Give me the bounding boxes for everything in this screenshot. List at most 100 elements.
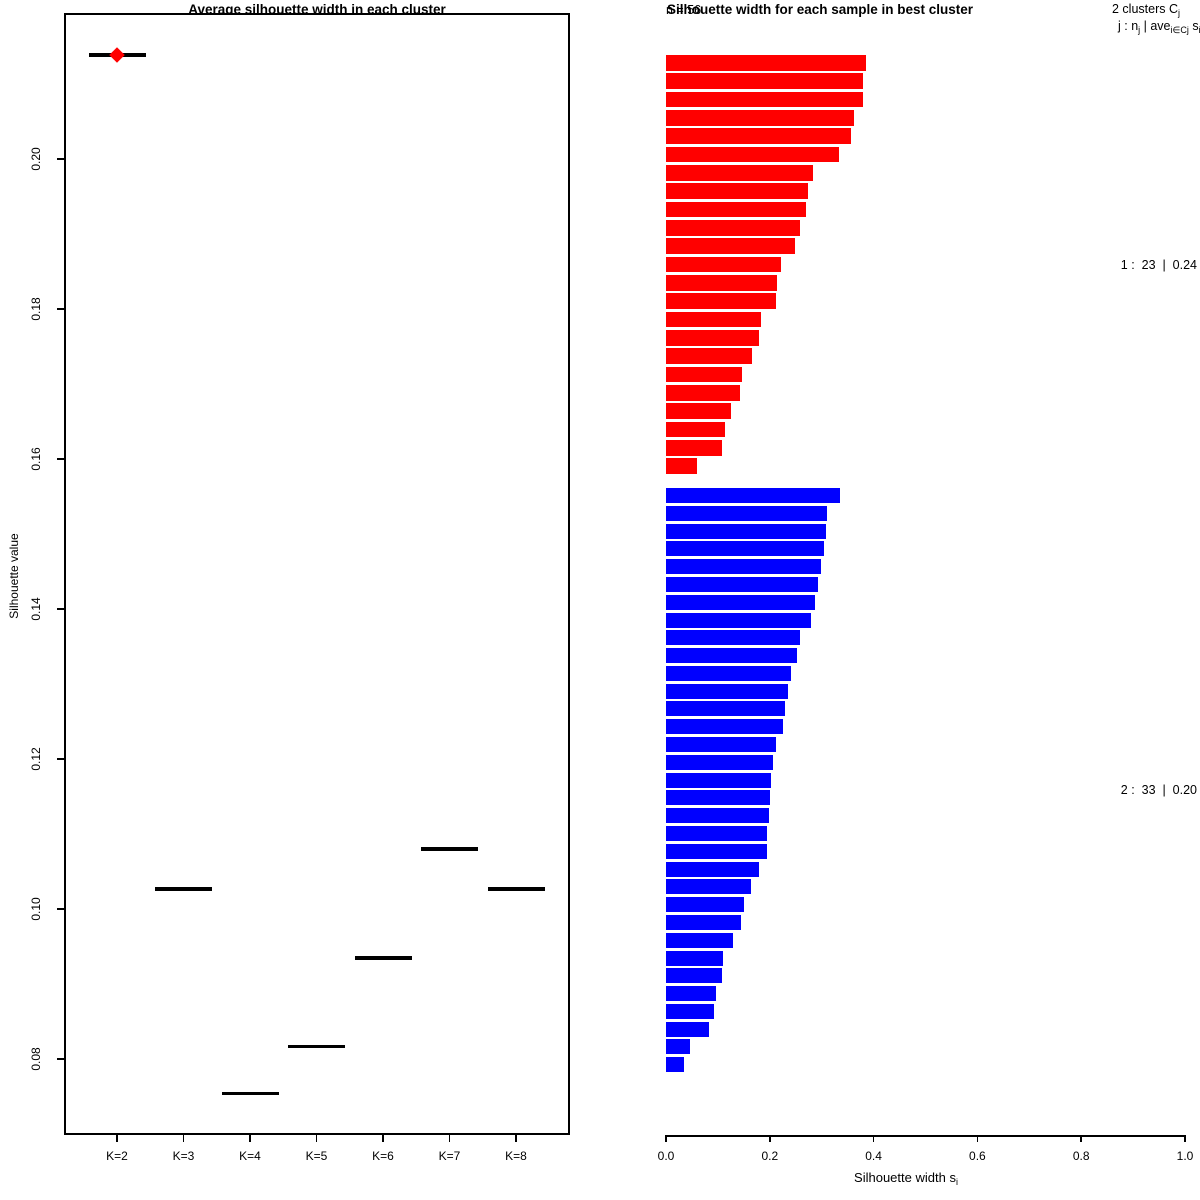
silhouette-bar xyxy=(666,986,716,1002)
x-tick-label: 0.2 xyxy=(761,1149,779,1163)
silhouette-bar xyxy=(666,1057,684,1073)
silhouette-bar xyxy=(666,219,800,236)
silhouette-bar xyxy=(666,879,751,895)
cluster-1-summary-label: 1 : 23 | 0.24 xyxy=(1120,258,1197,272)
x-tick-mark xyxy=(382,1135,384,1142)
y-tick-mark xyxy=(57,158,64,160)
x-tick-mark xyxy=(769,1135,771,1142)
subscript-text: i xyxy=(1198,25,1200,35)
silhouette-bar xyxy=(666,458,697,474)
y-tick-label: 0.14 xyxy=(29,597,43,621)
silhouette-bar xyxy=(666,329,759,346)
silhouette-bar xyxy=(666,861,759,877)
cluster-2-summary-label: 2 : 33 | 0.20 xyxy=(1120,783,1197,797)
y-tick-mark xyxy=(57,308,64,310)
silhouette-bar xyxy=(666,683,788,699)
silhouette-bar xyxy=(666,968,722,984)
x-tick-mark xyxy=(515,1135,517,1142)
silhouette-bar xyxy=(666,541,824,557)
avg-silhouette-segment xyxy=(487,887,545,891)
x-tick-label: 0.0 xyxy=(657,1149,675,1163)
legend-clusters-line: 2 clusters Cj xyxy=(1112,2,1180,18)
y-tick-label: 0.16 xyxy=(29,447,43,471)
avg-silhouette-segment xyxy=(288,1044,345,1048)
x-tick-mark xyxy=(665,1135,667,1142)
silhouette-bar xyxy=(666,293,776,309)
x-tick-label: K=2 xyxy=(106,1149,128,1163)
silhouette-bar xyxy=(666,366,742,383)
sample-count-label: n = 56 xyxy=(666,3,702,17)
silhouette-bar xyxy=(666,384,740,401)
avg-silhouette-segment xyxy=(421,847,478,851)
silhouette-bar xyxy=(666,238,795,254)
silhouette-bar xyxy=(666,73,863,89)
x-tick-mark xyxy=(872,1135,875,1142)
label-text: s xyxy=(1188,19,1199,33)
x-tick-label: 0.4 xyxy=(865,1149,882,1163)
silhouette-bar xyxy=(666,826,767,841)
x-tick-label: K=3 xyxy=(172,1149,195,1163)
subscript-text: i xyxy=(955,1177,958,1187)
label-text: j : n xyxy=(1118,19,1139,33)
silhouette-bar xyxy=(666,737,776,753)
x-tick-mark xyxy=(1184,1135,1186,1142)
silhouette-bar xyxy=(666,754,773,770)
silhouette-bar xyxy=(666,701,785,717)
x-tick-label: 0.8 xyxy=(1072,1149,1090,1163)
subscript-text: j xyxy=(1138,25,1141,35)
right-chart-title: Silhouette width for each sample in best… xyxy=(666,2,974,17)
silhouette-bar xyxy=(666,559,821,575)
silhouette-bar xyxy=(666,91,863,108)
silhouette-bar xyxy=(666,201,806,218)
silhouette-bar xyxy=(666,403,731,419)
silhouette-bar xyxy=(666,183,808,199)
silhouette-bar xyxy=(666,1003,714,1019)
x-tick-mark xyxy=(249,1135,251,1142)
y-tick-label: 0.12 xyxy=(29,747,43,771)
silhouette-bar xyxy=(666,311,761,328)
silhouette-bar xyxy=(666,719,783,735)
avg-silhouette-segment xyxy=(155,887,212,891)
x-tick-label: 0.6 xyxy=(969,1149,986,1163)
silhouette-bar xyxy=(666,648,797,664)
silhouette-bar xyxy=(666,897,744,913)
x-axis-line xyxy=(666,1135,1185,1137)
x-tick-label: 1.0 xyxy=(1176,1149,1194,1163)
silhouette-bar xyxy=(666,594,815,610)
y-tick-mark xyxy=(57,1058,64,1060)
silhouette-bar xyxy=(666,488,840,503)
x-tick-mark xyxy=(448,1135,451,1142)
silhouette-bar xyxy=(666,1021,709,1037)
silhouette-bar xyxy=(666,128,851,144)
silhouette-bar xyxy=(666,274,777,291)
subscript-text: i∈Cj xyxy=(1170,25,1189,35)
x-tick-mark xyxy=(182,1135,185,1142)
y-tick-mark xyxy=(57,458,64,460)
left-plot-area xyxy=(64,13,570,1135)
legend-formula-line: j : nj | avei∈Cj si xyxy=(1118,19,1200,36)
silhouette-bar xyxy=(666,55,866,71)
label-text: | ave xyxy=(1140,19,1171,33)
y-tick-label: 0.10 xyxy=(29,897,43,921)
silhouette-bar xyxy=(666,439,722,456)
silhouette-bar xyxy=(666,146,839,163)
silhouette-bar xyxy=(666,576,818,592)
silhouette-bar xyxy=(666,109,854,126)
silhouette-bar xyxy=(666,630,800,646)
silhouette-bar xyxy=(666,808,769,824)
x-tick-label: K=8 xyxy=(505,1149,527,1163)
silhouette-bar xyxy=(666,421,725,438)
x-tick-label: K=5 xyxy=(305,1149,328,1163)
y-tick-label: 0.08 xyxy=(29,1047,43,1071)
x-tick-mark xyxy=(976,1135,979,1142)
x-tick-label: K=4 xyxy=(239,1149,261,1163)
silhouette-bar xyxy=(666,843,767,859)
left-y-axis-label: Silhouette value xyxy=(7,533,21,619)
silhouette-bar xyxy=(666,523,826,539)
x-tick-mark xyxy=(315,1135,318,1142)
silhouette-bar xyxy=(666,612,811,628)
subscript-text: j xyxy=(1178,8,1180,18)
silhouette-bar xyxy=(666,665,791,681)
silhouette-bar xyxy=(666,950,723,966)
